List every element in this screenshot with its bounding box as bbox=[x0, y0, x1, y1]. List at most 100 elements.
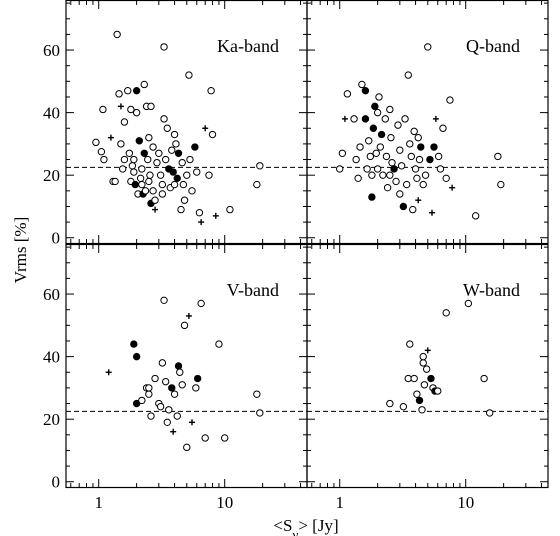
data-point-open bbox=[414, 133, 422, 142]
data-point-open bbox=[226, 205, 234, 214]
data-point-open bbox=[92, 138, 100, 147]
data-point-plus bbox=[432, 115, 439, 122]
data-point-open bbox=[256, 409, 264, 417]
data-point-open bbox=[168, 146, 176, 154]
data-point-plus bbox=[341, 115, 348, 122]
data-point-open bbox=[124, 87, 132, 95]
data-point-open bbox=[413, 174, 421, 183]
data-point-open bbox=[195, 209, 204, 217]
data-point-open bbox=[256, 162, 264, 170]
x-axis-title: <Sν> [Jy] bbox=[273, 516, 338, 536]
data-point-filled bbox=[131, 180, 139, 189]
data-point-open bbox=[406, 140, 414, 148]
data-point-open bbox=[338, 149, 347, 157]
data-point-plus bbox=[424, 347, 431, 354]
y-tick-label: 20 bbox=[43, 410, 60, 429]
data-point-open bbox=[153, 158, 161, 167]
data-point-open bbox=[141, 187, 150, 195]
data-point-open bbox=[471, 212, 480, 220]
data-point-open bbox=[132, 108, 141, 117]
data-point-open bbox=[97, 148, 106, 156]
data-point-open bbox=[118, 165, 127, 173]
data-point-filled bbox=[132, 352, 141, 361]
data-point-open bbox=[407, 152, 415, 161]
x-tick-label: 10 bbox=[216, 493, 233, 512]
data-point-open bbox=[158, 180, 167, 189]
y-tick-label: 20 bbox=[43, 166, 60, 185]
data-point-open bbox=[352, 155, 360, 164]
data-point-plus bbox=[428, 209, 435, 216]
data-point-open bbox=[170, 390, 179, 398]
data-point-open bbox=[415, 155, 424, 164]
data-point-open bbox=[343, 90, 352, 98]
data-point-filled bbox=[371, 102, 379, 111]
data-point-plus bbox=[188, 419, 195, 426]
data-point-open bbox=[354, 174, 362, 183]
panel-ka-band: 0 20 40 60 Ka-band bbox=[43, 0, 308, 248]
data-point-filled bbox=[361, 115, 370, 123]
data-point-open bbox=[208, 130, 217, 139]
data-point-open bbox=[156, 402, 165, 411]
data-point-open bbox=[494, 152, 502, 161]
panel-label: Ka-band bbox=[217, 36, 279, 56]
data-point-open bbox=[178, 158, 186, 167]
data-point-plus bbox=[117, 103, 124, 110]
data-point-open bbox=[396, 146, 404, 154]
data-point-open bbox=[446, 96, 454, 104]
data-point-open bbox=[419, 359, 427, 367]
data-point-open bbox=[172, 140, 180, 148]
data-point-plus bbox=[152, 206, 159, 213]
data-point-open bbox=[163, 418, 171, 427]
data-point-open bbox=[422, 365, 431, 373]
data-point-plus bbox=[198, 219, 205, 226]
data-point-open bbox=[387, 133, 395, 142]
data-point-filled bbox=[169, 168, 177, 176]
data-point-open bbox=[401, 115, 409, 123]
data-point-open bbox=[350, 115, 358, 123]
y-tick-label: 60 bbox=[43, 285, 60, 304]
data-point-open bbox=[156, 171, 165, 179]
data-point-open bbox=[158, 190, 167, 198]
data-point-open bbox=[436, 165, 445, 173]
data-point-open bbox=[160, 115, 168, 123]
data-point-filled bbox=[135, 137, 144, 145]
data-point-open bbox=[397, 162, 406, 170]
data-point-open bbox=[145, 390, 153, 398]
data-point-open bbox=[130, 155, 138, 164]
data-point-open bbox=[125, 149, 134, 157]
data-point-filled bbox=[193, 374, 202, 383]
data-point-open bbox=[376, 143, 385, 151]
panel-w-band: 1 10 W-band bbox=[306, 243, 549, 512]
data-point-open bbox=[388, 158, 396, 167]
data-point-filled bbox=[415, 396, 424, 405]
data-point-open bbox=[155, 149, 163, 157]
data-point-open bbox=[424, 43, 432, 51]
data-point-open bbox=[161, 377, 170, 386]
data-point-plus bbox=[202, 125, 209, 132]
data-point-open bbox=[375, 93, 383, 101]
data-point-open bbox=[434, 152, 443, 161]
data-point-open bbox=[207, 87, 215, 95]
data-point-open bbox=[434, 387, 442, 395]
data-point-open bbox=[402, 180, 411, 189]
data-point-open bbox=[117, 140, 125, 148]
data-point-open bbox=[136, 174, 145, 183]
data-point-open bbox=[185, 71, 193, 79]
data-point-open bbox=[173, 412, 181, 420]
data-point-plus bbox=[415, 197, 422, 204]
data-point-open bbox=[356, 143, 364, 151]
data-point-open bbox=[372, 149, 380, 157]
y-tick-label: 40 bbox=[43, 348, 60, 367]
data-point-open bbox=[113, 30, 121, 39]
data-point-open bbox=[439, 124, 447, 132]
data-point-open bbox=[128, 162, 137, 170]
data-point-filled bbox=[140, 149, 148, 157]
data-point-plus bbox=[170, 428, 177, 435]
data-point-open bbox=[413, 390, 421, 398]
data-point-open bbox=[151, 196, 159, 204]
data-point-filled bbox=[399, 202, 408, 211]
x-tick-label: 1 bbox=[335, 493, 344, 512]
data-point-open bbox=[394, 121, 402, 129]
data-point-open bbox=[379, 171, 387, 179]
data-point-open bbox=[497, 180, 505, 189]
